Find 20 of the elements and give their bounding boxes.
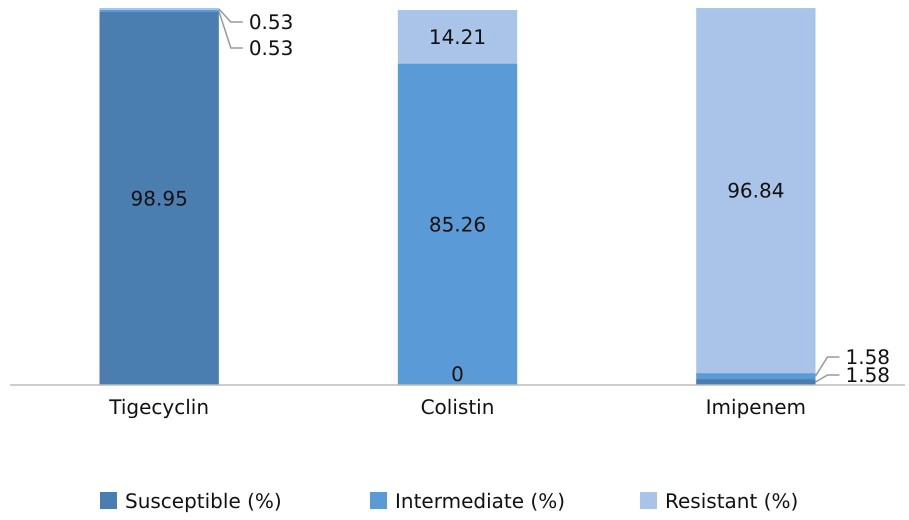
data-label: 85.26	[428, 212, 486, 236]
bar	[398, 10, 518, 64]
legend-label: Intermediate (%)	[395, 489, 565, 513]
x-tick-label: Colistin	[420, 395, 494, 419]
data-label: 1.58	[846, 363, 890, 387]
annotation: 0	[451, 362, 464, 386]
data-label: 0.53	[248, 36, 294, 60]
x-tick-label: Tigecyclin	[108, 395, 210, 419]
data-label: 96.84	[727, 178, 784, 203]
legend-label: Susceptible (%)	[125, 489, 282, 513]
bar	[398, 64, 518, 385]
x-tick-label: Imipenem	[706, 395, 806, 419]
legend-label: Resistant (%)	[665, 489, 798, 513]
data-label: 98.95	[130, 186, 188, 210]
data-label: 14.21	[428, 24, 486, 49]
bar	[100, 12, 219, 385]
data-label: 0.53	[248, 10, 294, 34]
bar	[696, 379, 816, 385]
bar	[696, 373, 816, 380]
bar	[696, 8, 816, 374]
